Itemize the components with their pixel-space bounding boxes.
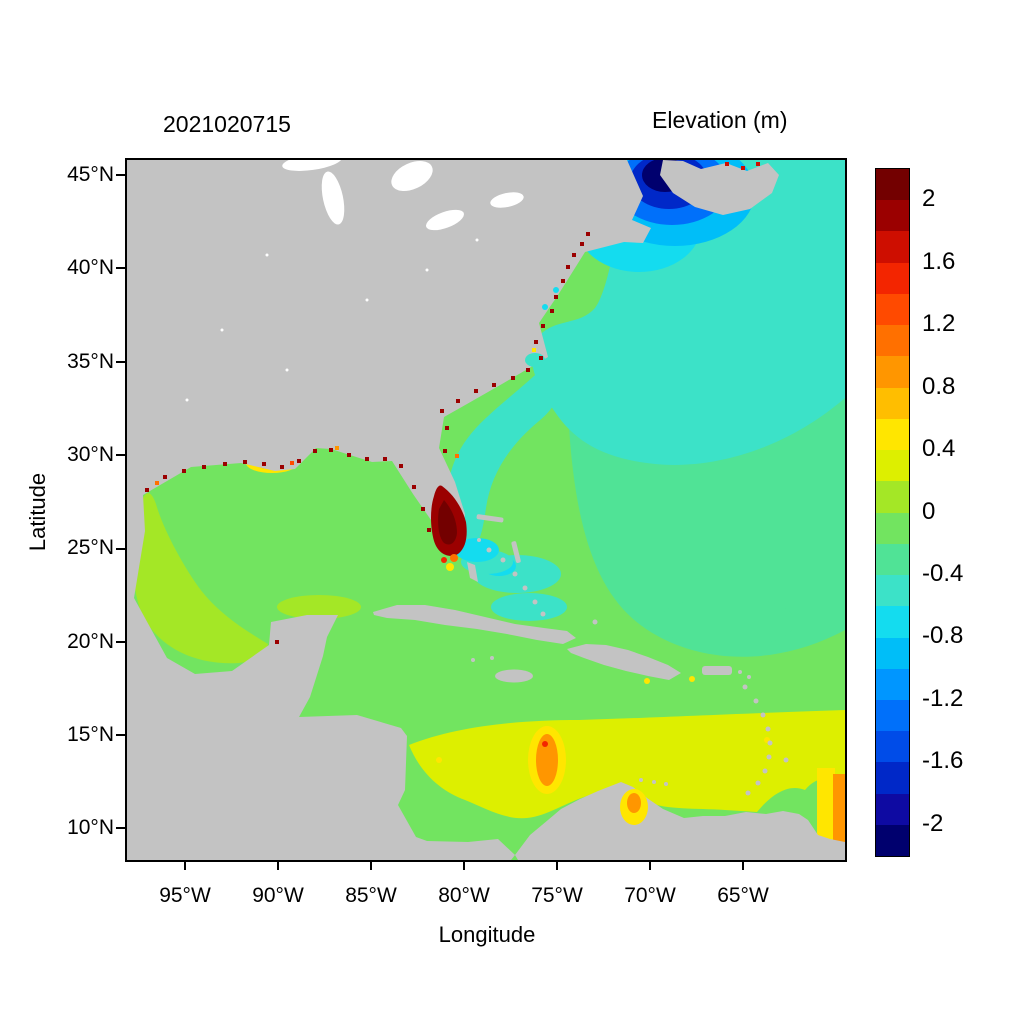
hispaniola-island [567,644,681,680]
y-tick-mark [116,641,125,643]
landmasses [127,160,845,860]
x-tick-label: 75°W [531,884,583,907]
y-tick-mark [116,174,125,176]
y-tick-mark [116,734,125,736]
x-tick-mark [370,861,372,870]
post-land-details [525,287,648,825]
y-tick-label: 15°N [67,723,114,746]
x-tick-label: 85°W [345,884,397,907]
x-tick-label: 90°W [252,884,304,907]
inland-lakes [185,160,524,402]
colorbar-tick-label: -0.8 [922,622,964,649]
colorbar-segments [876,169,909,857]
x-tick-mark [463,861,465,870]
colorbar [875,168,910,857]
colorbar-tick-label: -1.2 [922,685,964,712]
x-tick-mark [742,861,744,870]
north-america-landmass [127,160,651,860]
bahamas-islands [467,514,598,662]
lesser-antilles-islands [639,670,789,796]
y-tick-mark [116,827,125,829]
y-tick-mark [116,267,125,269]
colorbar-tick-label: 0.4 [922,435,956,462]
map-plot-area [125,158,847,862]
plot-title: Elevation (m) [652,107,788,133]
x-tick-label: 70°W [624,884,676,907]
x-tick-label: 80°W [438,884,490,907]
colorbar-tick-label: 1.6 [922,248,956,275]
run-timestamp-title: 2021020715 [163,111,291,137]
colorbar-tick-label: 0 [922,498,936,525]
colorbar-tick-label: 2 [922,185,936,212]
x-tick-mark [184,861,186,870]
y-tick-mark [116,548,125,550]
x-tick-mark [649,861,651,870]
y-axis-label: Latitude [25,472,50,552]
x-tick-label: 95°W [159,884,211,907]
x-tick-mark [277,861,279,870]
colorbar-tick-label: -2 [922,810,944,837]
y-tick-label: 40°N [67,256,114,279]
coastal-surge-specks [145,162,760,644]
y-tick-label: 30°N [67,443,114,466]
y-tick-label: 25°N [67,536,114,559]
y-tick-label: 10°N [67,816,114,839]
y-tick-label: 20°N [67,630,114,653]
elevation-map [127,160,845,860]
y-tick-mark [116,454,125,456]
colorbar-tick-label: 1.2 [922,310,956,337]
puerto-rico-island [702,666,732,675]
x-axis-label: Longitude [438,922,536,947]
colorbar-tick-label: -1.6 [922,747,964,774]
south-america-landmass [515,782,845,860]
colorbar-tick-label: 0.8 [922,373,956,400]
y-tick-label: 45°N [67,163,114,186]
cuba-island [373,605,576,644]
y-tick-mark [116,361,125,363]
x-tick-label: 65°W [717,884,769,907]
colorbar-tick-label: -0.4 [922,560,964,587]
florida-surge-maximum [431,485,467,571]
nova-scotia-landmass [660,160,779,215]
y-tick-label: 35°N [67,350,114,373]
x-tick-mark [556,861,558,870]
jamaica-island [495,669,533,683]
